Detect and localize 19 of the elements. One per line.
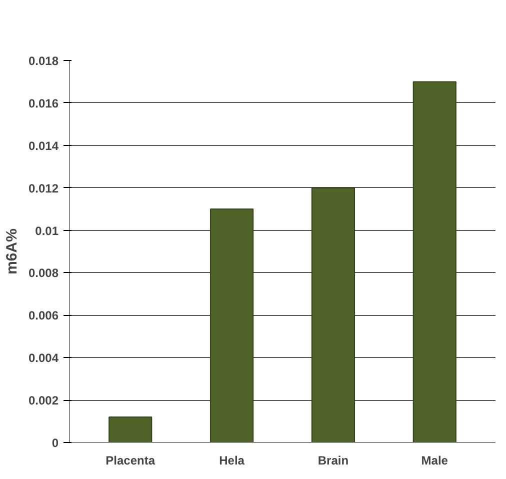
y-tick-label: 0.006 <box>28 308 59 323</box>
bar <box>412 81 456 442</box>
x-tick-label: Hela <box>219 454 245 468</box>
y-tick-label: 0.002 <box>28 394 59 408</box>
y-tick-label: 0.016 <box>28 96 59 110</box>
y-tick-label: 0.01 <box>35 224 59 238</box>
x-tick-label: Brain <box>318 454 349 468</box>
y-tick-label: 0.004 <box>28 351 59 366</box>
y-tick-label: 0.018 <box>28 54 59 68</box>
bar <box>108 416 152 442</box>
bar <box>311 187 356 442</box>
y-axis-title: m6A% <box>3 228 20 274</box>
x-tick-label: Placenta <box>106 454 156 468</box>
y-tick-label: 0.012 <box>28 181 59 196</box>
y-tick-label: 0 <box>52 436 59 450</box>
bar <box>210 208 254 442</box>
x-tick-label: Male <box>421 454 448 468</box>
y-tick-label: 0.008 <box>28 266 59 280</box>
y-tick-label: 0.014 <box>28 138 59 153</box>
